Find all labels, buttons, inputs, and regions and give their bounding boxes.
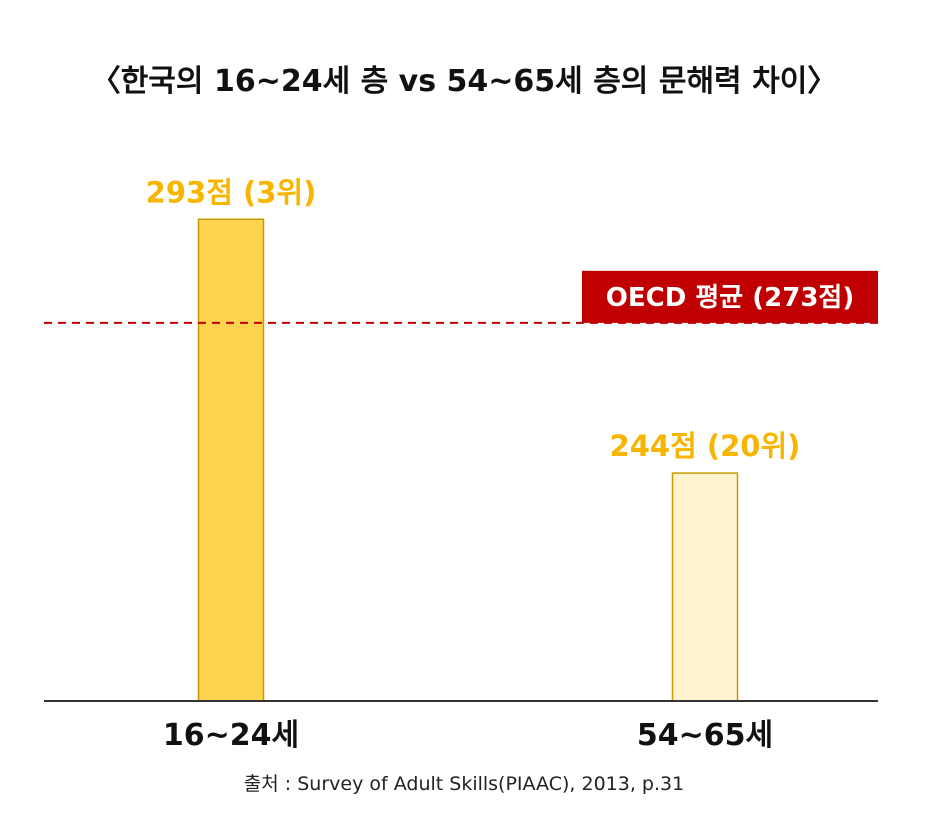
x-tick-label-1: 16~24세 — [163, 718, 299, 753]
chart-title: 〈한국의 16~24세 층 vs 54~65세 층의 문해력 차이〉 — [91, 64, 838, 99]
bar-1 — [197, 218, 265, 702]
reference-label: OECD 평균 (273점) — [606, 283, 854, 313]
source-note: 출처 : Survey of Adult Skills(PIAAC), 2013… — [244, 773, 684, 795]
x-tick-labels: 16~24세 54~65세 — [163, 718, 773, 753]
bar-value-label-2: 244점 (20위) — [610, 429, 801, 463]
reference-layer: OECD 평균 (273점) — [44, 270, 878, 324]
x-tick-label-2: 54~65세 — [637, 718, 773, 753]
bar-2 — [671, 472, 739, 702]
reference-label-box — [582, 270, 878, 323]
bar-value-label-1: 293점 (3위) — [146, 175, 317, 209]
bars-layer: 293점 (3위) 244점 (20위) — [146, 175, 801, 702]
